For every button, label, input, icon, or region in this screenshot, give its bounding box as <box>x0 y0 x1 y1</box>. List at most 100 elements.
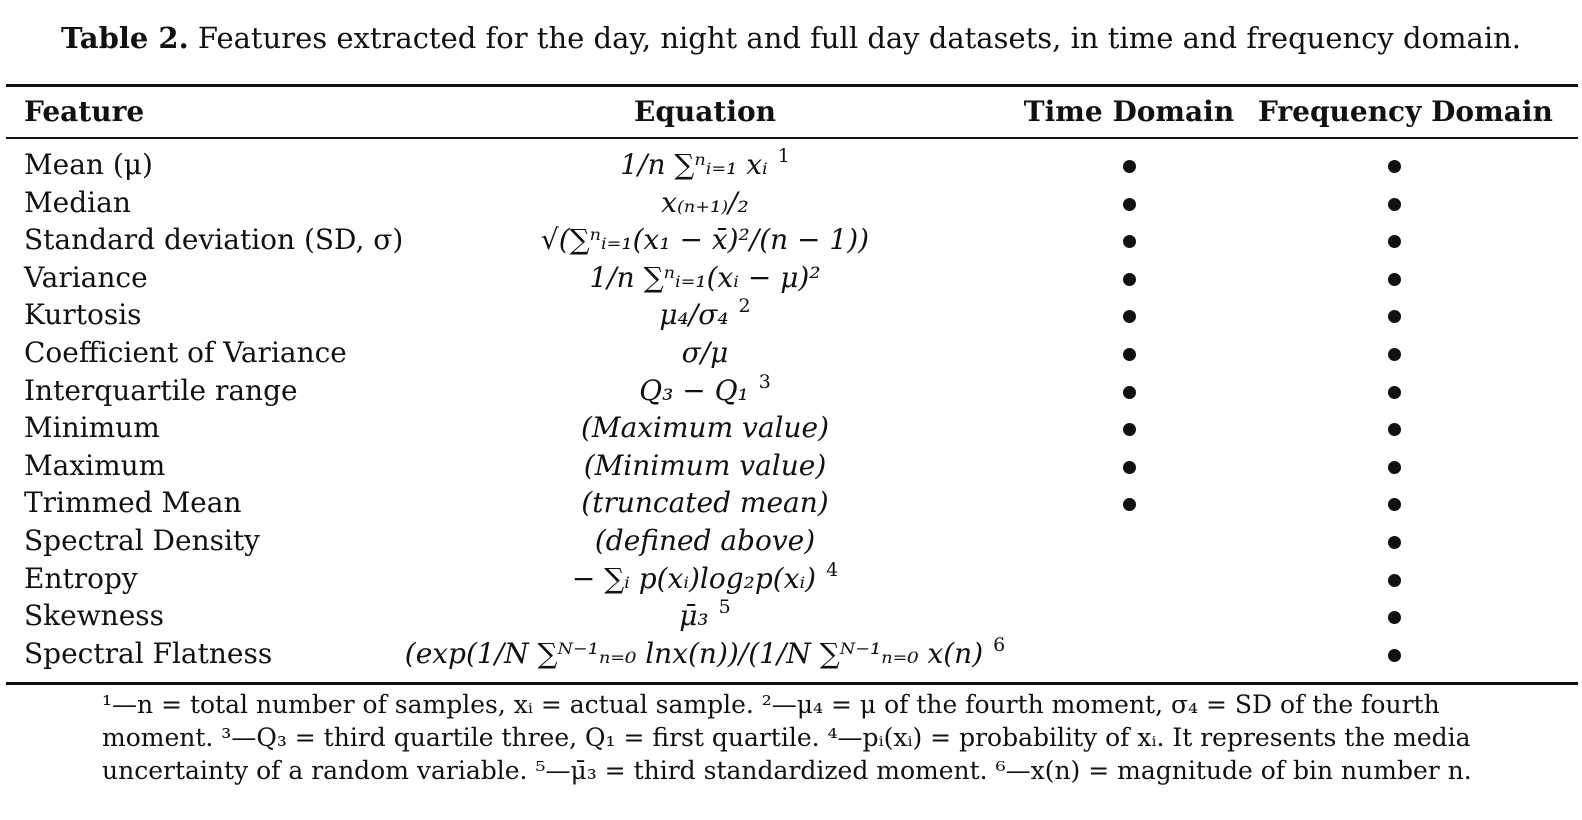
bullet-icon <box>1122 235 1136 249</box>
frequency-domain-cell <box>1258 522 1530 560</box>
bullet-icon <box>1122 310 1136 324</box>
equation-text: μ̄₃ <box>679 599 709 633</box>
feature-name: Trimmed Mean <box>24 486 242 520</box>
table-body: Mean (μ) 1/n ∑ⁿᵢ₌₁ xᵢ 1 Median x₍ₙ₊₁₎/₂ Stand… <box>0 146 1582 672</box>
table-footnotes: ¹—n = total number of samples, xᵢ = actu… <box>102 688 1472 787</box>
feature-name: Variance <box>24 260 148 294</box>
header-equation: Equation <box>633 95 777 128</box>
equation-cell: − ∑ᵢ p(xᵢ)log₂p(xᵢ) 4 <box>300 560 1110 598</box>
equation-text: (truncated mean) <box>581 486 829 520</box>
bullet-icon <box>1122 160 1136 173</box>
frequency-domain-cell <box>1258 296 1530 334</box>
bullet-icon <box>1387 611 1401 625</box>
equation-cell: (Minimum value) <box>300 447 1110 485</box>
bullet-icon <box>1387 272 1401 286</box>
bullet-icon <box>1122 423 1136 437</box>
time-domain-cell <box>1020 484 1238 522</box>
frequency-domain-cell <box>1258 597 1530 635</box>
header-feature: Feature <box>24 95 145 128</box>
bullet-icon <box>1387 535 1401 549</box>
equation-text: 1/n ∑ⁿᵢ₌₁ xᵢ <box>620 148 768 181</box>
time-domain-cell <box>1020 146 1238 184</box>
frequency-domain-cell <box>1258 484 1530 522</box>
table-row: Standard deviation (SD, σ) √(∑ⁿᵢ₌₁(x₁ − x… <box>0 221 1582 259</box>
feature-name: Median <box>24 185 131 219</box>
time-domain-cell <box>1020 184 1238 222</box>
equation-text: (Maximum value) <box>580 411 830 445</box>
time-domain-cell <box>1020 522 1238 560</box>
table-row: Entropy − ∑ᵢ p(xᵢ)log₂p(xᵢ) 4 <box>0 560 1582 598</box>
frequency-domain-cell <box>1258 259 1530 297</box>
equation-text: x₍ₙ₊₁₎/₂ <box>661 185 749 219</box>
footnote-marker: 6 <box>993 633 1006 656</box>
frequency-domain-cell <box>1258 409 1530 447</box>
table-row: Kurtosis μ₄/σ₄ 2 <box>0 296 1582 334</box>
feature-name: Entropy <box>24 561 138 595</box>
equation-text: √(∑ⁿᵢ₌₁(x₁ − x̄)²/(n − 1)) <box>540 223 870 257</box>
table-row: Coefficient of Variance σ/μ <box>0 334 1582 372</box>
time-domain-cell <box>1020 221 1238 259</box>
feature-name: Standard deviation (SD, σ) <box>24 223 404 257</box>
frequency-domain-cell <box>1258 146 1530 184</box>
time-domain-cell <box>1020 447 1238 485</box>
equation-cell: 1/n ∑ⁿᵢ₌₁ xᵢ 1 <box>300 146 1110 184</box>
bullet-icon <box>1387 648 1401 662</box>
table-row: Trimmed Mean (truncated mean) <box>0 484 1582 522</box>
bullet-icon <box>1387 160 1401 173</box>
footnote-line: ¹—n = total number of samples, xᵢ = actu… <box>102 690 1440 719</box>
time-domain-cell <box>1020 334 1238 372</box>
feature-name: Minimum <box>24 411 160 445</box>
bullet-icon <box>1122 385 1136 399</box>
time-domain-cell <box>1020 259 1238 297</box>
table-caption: Table 2. Features extracted for the day,… <box>0 18 1582 58</box>
table-row: Spectral Density (defined above) <box>0 522 1582 560</box>
feature-name: Coefficient of Variance <box>24 335 347 369</box>
table-row: Interquartile range Q₃ − Q₁ 3 <box>0 372 1582 410</box>
feature-name: Skewness <box>24 599 165 633</box>
bullet-icon <box>1387 423 1401 437</box>
time-domain-cell <box>1020 296 1238 334</box>
table-row: Maximum (Minimum value) <box>0 447 1582 485</box>
table-header-rule <box>6 137 1578 139</box>
bullet-icon <box>1387 498 1401 512</box>
equation-text: (defined above) <box>594 523 816 557</box>
bullet-icon <box>1387 347 1401 361</box>
feature-name: Interquartile range <box>24 373 298 407</box>
footnote-line: uncertainty of a random variable. ⁵—μ̄₃ … <box>102 756 1472 785</box>
table-row: Spectral Flatness (exp(1/N ∑ᴺ⁻¹ₙ₌₀ lnx(n)… <box>0 635 1582 673</box>
footnote-marker: 1 <box>777 145 790 167</box>
bullet-icon <box>1387 310 1401 324</box>
equation-text: − ∑ᵢ p(xᵢ)log₂p(xᵢ) <box>571 561 817 595</box>
time-domain-cell <box>1020 597 1238 635</box>
time-domain-cell <box>1020 372 1238 410</box>
frequency-domain-cell <box>1258 184 1530 222</box>
table-row: Median x₍ₙ₊₁₎/₂ <box>0 184 1582 222</box>
time-domain-cell <box>1020 560 1238 598</box>
equation-text: Q₃ − Q₁ <box>639 373 749 407</box>
feature-name: Spectral Flatness <box>24 636 273 670</box>
bullet-icon <box>1387 460 1401 474</box>
frequency-domain-cell <box>1258 447 1530 485</box>
table-row: Minimum (Maximum value) <box>0 409 1582 447</box>
equation-text: (exp(1/N ∑ᴺ⁻¹ₙ₌₀ lnx(n))/(1/N ∑ᴺ⁻¹ₙ₌₀ x(… <box>404 636 984 670</box>
header-frequency-domain: Frequency Domain <box>1258 95 1553 128</box>
caption-text: Features extracted for the day, night an… <box>197 21 1521 55</box>
equation-cell: (exp(1/N ∑ᴺ⁻¹ₙ₌₀ lnx(n))/(1/N ∑ᴺ⁻¹ₙ₌₀ x(… <box>300 635 1110 673</box>
bullet-icon <box>1122 197 1136 211</box>
header-time-domain: Time Domain <box>1023 95 1235 128</box>
equation-cell: √(∑ⁿᵢ₌₁(x₁ − x̄)²/(n − 1)) <box>300 221 1110 259</box>
equation-cell: μ̄₃ 5 <box>300 597 1110 635</box>
bullet-icon <box>1387 573 1401 587</box>
equation-cell: σ/μ <box>300 334 1110 372</box>
table-row: Skewness μ̄₃ 5 <box>0 597 1582 635</box>
bullet-icon <box>1122 498 1136 512</box>
caption-label: Table 2. <box>60 21 189 55</box>
feature-name: Kurtosis <box>24 298 142 332</box>
equation-cell: x₍ₙ₊₁₎/₂ <box>300 184 1110 222</box>
frequency-domain-cell <box>1258 372 1530 410</box>
equation-cell: (Maximum value) <box>300 409 1110 447</box>
frequency-domain-cell <box>1258 560 1530 598</box>
frequency-domain-cell <box>1258 635 1530 673</box>
bullet-icon <box>1387 235 1401 249</box>
table-row: Variance 1/n ∑ⁿᵢ₌₁(xᵢ − μ)² <box>0 259 1582 297</box>
